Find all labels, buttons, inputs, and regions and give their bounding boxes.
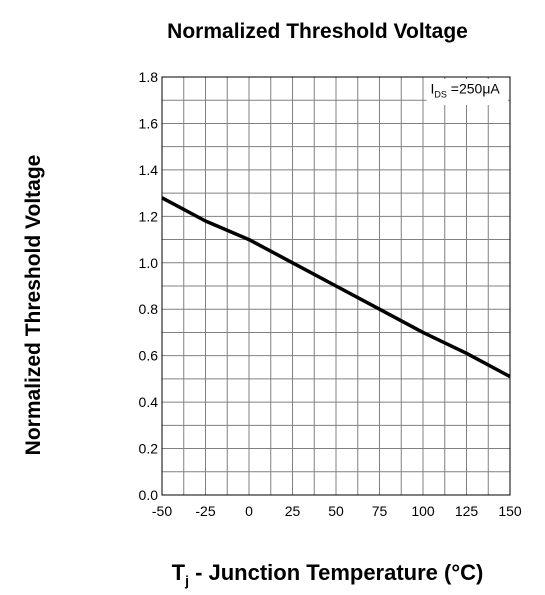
x-axis-label-rest: - Junction Temperature (°C) — [188, 560, 484, 585]
x-axis-label-main: T — [171, 560, 186, 585]
x-tick-label: 100 — [411, 503, 435, 519]
x-axis-label: Tj - Junction Temperature (°C) — [110, 560, 545, 588]
x-tick-label: 0 — [245, 503, 253, 519]
x-tick-label: 75 — [372, 503, 388, 519]
series-group — [161, 196, 511, 379]
y-tick-label: 0.0 — [139, 487, 159, 503]
plot-frame — [161, 76, 511, 496]
x-tick-label: 25 — [285, 503, 301, 519]
x-tick-label: 150 — [498, 503, 522, 519]
x-axis-label-sub: j — [185, 572, 189, 589]
annotation-background — [426, 79, 508, 105]
x-tick-label: 50 — [328, 503, 344, 519]
annotation: IDS =250μA — [426, 79, 508, 105]
y-tick-label: 1.4 — [139, 162, 159, 178]
x-tick-labels: -50 -25 0 25 50 75 100 125 150 — [152, 503, 522, 519]
y-tick-label: 0.6 — [139, 348, 159, 364]
grid — [162, 77, 510, 495]
y-tick-labels: 0.0 0.2 0.4 0.6 0.8 1.0 1.2 1.4 1.6 1.8 — [139, 69, 159, 503]
x-tick-label: -25 — [195, 503, 215, 519]
chart-title: Normalized Threshold Voltage — [167, 20, 468, 43]
y-tick-label: 1.2 — [139, 208, 159, 224]
y-tick-label: 1.6 — [139, 115, 159, 131]
y-tick-label: 1.0 — [139, 255, 159, 271]
y-tick-label: 0.4 — [139, 394, 159, 410]
annotation-text: IDS =250μA — [431, 81, 501, 100]
y-tick-label: 0.2 — [139, 441, 159, 457]
y-tick-label: 0.8 — [139, 301, 159, 317]
x-tick-label: 125 — [455, 503, 479, 519]
y-tick-label: 1.8 — [139, 69, 159, 85]
annotation-main: I — [431, 81, 435, 97]
series-line — [161, 196, 511, 379]
annotation-rest: =250μA — [447, 81, 500, 97]
x-tick-label: -50 — [152, 503, 172, 519]
annotation-sub: DS — [434, 90, 447, 100]
